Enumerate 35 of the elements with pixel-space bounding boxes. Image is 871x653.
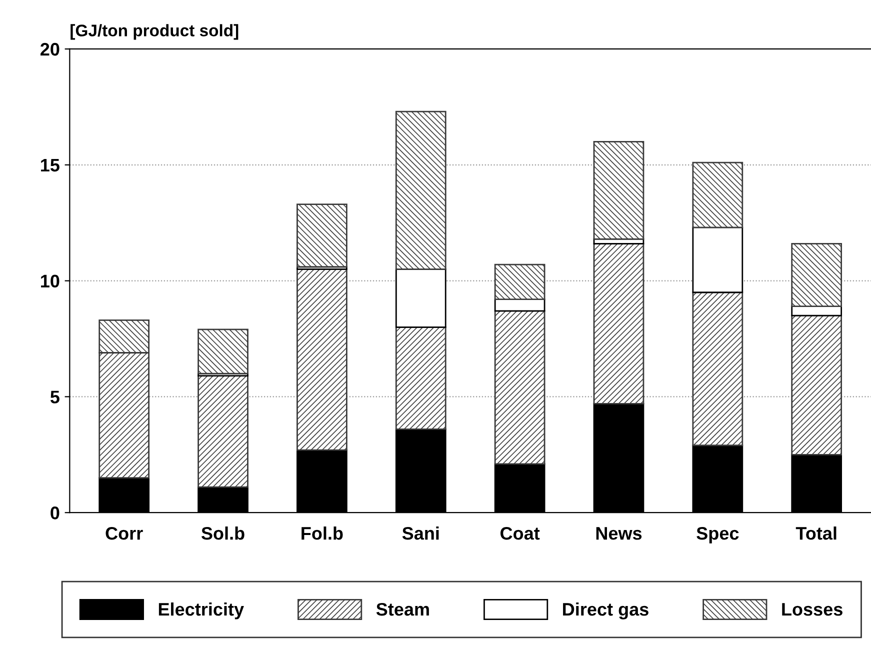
bar bbox=[791, 306, 842, 316]
bar bbox=[494, 310, 546, 465]
bar bbox=[692, 292, 744, 446]
bar bbox=[593, 141, 644, 240]
bar bbox=[395, 268, 446, 328]
y-tick-label: 10 bbox=[41, 274, 60, 288]
x-tick-label: Fol.b bbox=[302, 526, 343, 540]
y-tick-label: 15 bbox=[41, 159, 60, 172]
x-tick-label: Coat bbox=[500, 526, 540, 540]
bar bbox=[692, 226, 744, 294]
legend-label: Losses bbox=[782, 603, 842, 616]
x-tick-label: Sol.b bbox=[201, 526, 244, 540]
bar bbox=[791, 314, 842, 456]
bar bbox=[296, 204, 348, 268]
bar bbox=[296, 268, 348, 451]
x-tick-label: News bbox=[596, 527, 642, 540]
legend-label: Direct gas bbox=[563, 602, 648, 620]
legend-label: Steam bbox=[376, 602, 429, 616]
y-axis-title: [GJ/ton product sold] bbox=[70, 24, 238, 40]
x-tick-label: Corr bbox=[106, 526, 143, 540]
x-tick-label: Total bbox=[796, 526, 836, 540]
bar bbox=[494, 264, 546, 300]
legend-label: Electricity bbox=[158, 602, 244, 620]
bar bbox=[395, 326, 446, 430]
bar bbox=[593, 243, 644, 404]
bar bbox=[198, 328, 248, 374]
x-tick-label: Sani bbox=[402, 526, 439, 540]
y-tick-label: 20 bbox=[40, 42, 60, 56]
bar bbox=[692, 162, 744, 228]
bar bbox=[395, 110, 446, 270]
y-tick-label: 5 bbox=[50, 390, 60, 404]
bar bbox=[791, 243, 842, 307]
x-tick-label: Spec bbox=[696, 526, 739, 544]
y-tick-label: 0 bbox=[50, 506, 60, 520]
bar bbox=[198, 375, 248, 488]
